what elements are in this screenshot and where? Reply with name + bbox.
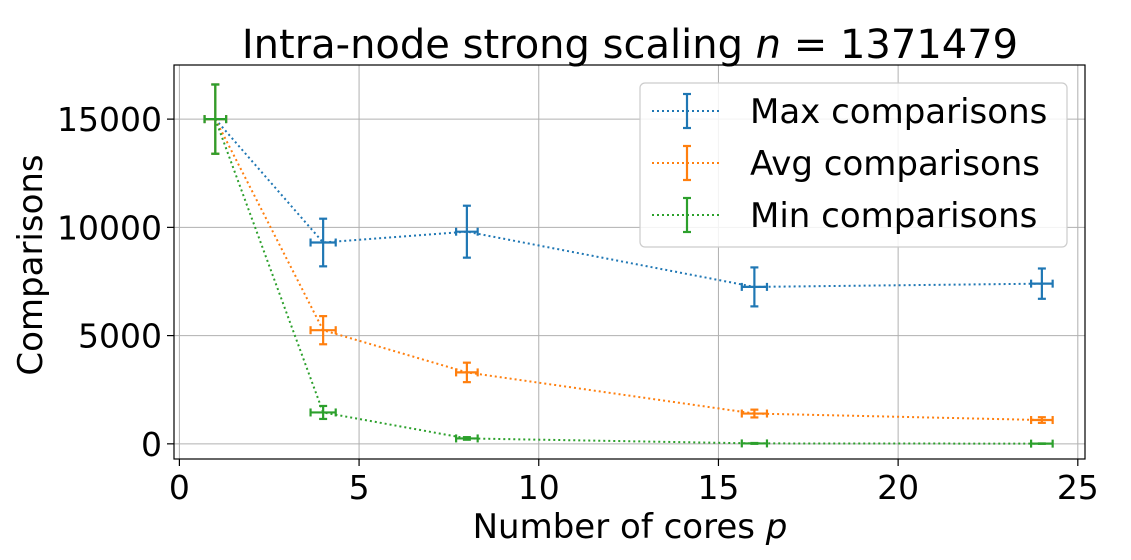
x-tick-label: 20	[877, 468, 919, 507]
data-point	[203, 83, 228, 155]
legend-entry: Max comparisons	[652, 92, 1047, 132]
data-point	[309, 315, 337, 346]
data-point	[309, 217, 337, 268]
chart-title-equals: =	[781, 22, 840, 68]
data-point	[455, 361, 479, 384]
axis-ticks: 0 5 10 15 20 25 0 5000 10000 15000	[57, 100, 1099, 507]
legend-label: Avg comparisons	[750, 144, 1040, 184]
chart-title-value: 1371479	[840, 22, 1018, 68]
legend-entry: Avg comparisons	[652, 144, 1040, 184]
x-axis-label-text: Number of cores	[473, 507, 755, 547]
data-point	[1029, 416, 1054, 425]
legend-box	[639, 82, 1068, 248]
plot-frame	[173, 64, 1086, 460]
chart-title-variable: n	[756, 22, 781, 68]
y-tick-label: 10000	[57, 208, 162, 247]
x-tick-label: 25	[1057, 468, 1099, 507]
data-point	[309, 404, 337, 421]
data-point	[740, 408, 769, 419]
data-point	[455, 204, 479, 259]
legend-entries: Max comparisons Avg comparisons Min compar…	[652, 92, 1047, 236]
y-tick-label: 15000	[57, 100, 162, 139]
data-point	[455, 434, 479, 443]
series-line	[214, 118, 1042, 445]
y-axis-label: Comparisons	[11, 154, 51, 375]
legend-entry: Min comparisons	[652, 196, 1037, 236]
y-tick-label: 0	[141, 425, 162, 464]
x-axis-label-variable: p	[765, 507, 788, 547]
x-tick-label: 10	[518, 468, 560, 507]
data-point	[1029, 439, 1054, 448]
data-point	[740, 266, 769, 308]
series-group	[203, 83, 1054, 448]
legend-label: Min comparisons	[750, 196, 1037, 236]
data-point	[740, 439, 769, 448]
y-tick-label: 5000	[78, 317, 162, 356]
x-tick-label: 0	[169, 468, 190, 507]
x-tick-label: 15	[697, 468, 739, 507]
chart-title-text: Intra-node strong scaling	[242, 22, 743, 68]
x-tick-label: 5	[349, 468, 370, 507]
legend-label: Max comparisons	[750, 92, 1047, 132]
series-line	[214, 118, 1042, 288]
series-3	[203, 83, 1054, 448]
x-axis-label: Number of cores p	[473, 507, 788, 547]
legend: Max comparisons Avg comparisons Min compar…	[639, 82, 1068, 248]
chart-title: Intra-node strong scaling n = 1371479	[242, 22, 1018, 68]
data-point	[1029, 267, 1054, 300]
